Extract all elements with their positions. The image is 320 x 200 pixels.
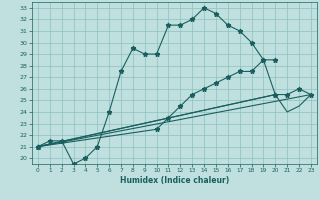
- X-axis label: Humidex (Indice chaleur): Humidex (Indice chaleur): [120, 176, 229, 185]
